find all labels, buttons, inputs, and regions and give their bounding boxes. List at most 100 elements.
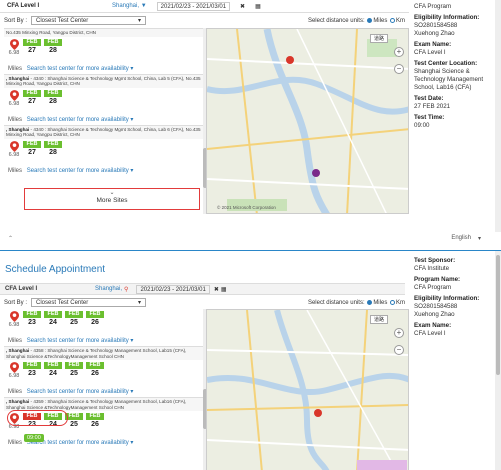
summary-label: Eligibility Information: <box>414 295 480 302</box>
date-range-input[interactable]: 2021/02/23 - 2021/03/01 <box>156 1 231 11</box>
page-scrollbar[interactable] <box>495 251 501 470</box>
page-title: Schedule Appointment <box>5 264 106 275</box>
date-option[interactable]: FEB 27 <box>23 140 41 157</box>
map-canvas <box>207 310 408 470</box>
distance-units: Select distance units: Miles Km <box>308 17 405 24</box>
date-range-input[interactable]: 2021/02/23 - 2021/03/01 <box>136 284 210 294</box>
date-option[interactable]: FEB 24 <box>44 413 62 429</box>
chevron-down-icon: ▾ <box>128 167 134 174</box>
site-address-text: - 4358 : Shanghai Science & Technology M… <box>6 348 187 359</box>
site-distance: 6.98 <box>8 151 20 158</box>
date-option[interactable]: FEB 25 <box>65 311 83 327</box>
distance-unit: Miles <box>8 338 23 344</box>
date-option[interactable]: FEB 26 <box>86 362 104 378</box>
list-item: 6.98 FEB 27 FEB 28 <box>4 139 204 167</box>
sort-value: Closest Test Center <box>36 18 89 24</box>
summary-value: CFA Level I <box>414 330 446 337</box>
map-canvas <box>207 29 408 213</box>
date-day: 26 <box>91 319 99 326</box>
list-item: 6.98 FEB 27 FEB 28 <box>4 88 204 116</box>
summary-label: Exam Name: <box>414 322 452 329</box>
date-option[interactable]: FEB 28 <box>44 89 62 106</box>
date-day: 28 <box>49 46 57 54</box>
language-select[interactable]: English <box>451 235 471 241</box>
km-radio[interactable] <box>390 17 395 23</box>
search-more-link[interactable]: Search test center for more availability <box>26 338 129 344</box>
sort-select[interactable]: Closest Test Center ▾ <box>31 298 147 307</box>
time-slot[interactable]: 09:00 <box>24 434 44 442</box>
date-option[interactable]: FEB 24 <box>44 362 62 378</box>
summary-label: Eligibility Information: <box>414 14 480 21</box>
zoom-out-button[interactable]: − <box>394 64 404 74</box>
summary-label: Program Name: <box>414 276 461 283</box>
zoom-in-button[interactable]: + <box>394 47 404 57</box>
list-scrollbar[interactable] <box>203 28 207 214</box>
summary-value: SO2801584588 Xuehong Zhao <box>414 22 458 37</box>
date-month: FEB <box>44 362 62 369</box>
map-type-chip[interactable]: 道路 <box>369 315 388 324</box>
more-sites-button[interactable]: ⌄ More Sites <box>24 188 200 210</box>
more-availability: Miles Search test center for more availa… <box>4 439 204 448</box>
sort-label: Sort By : <box>4 17 28 24</box>
date-option[interactable]: FEB 25 <box>65 413 83 429</box>
sort-label: Sort By : <box>4 299 28 306</box>
scrollbar-thumb[interactable] <box>496 255 500 375</box>
scrollbar-thumb[interactable] <box>203 389 207 429</box>
date-option[interactable]: FEB 23 <box>23 413 41 429</box>
map-attribution: © 2021 Microsoft Corporation <box>217 205 276 210</box>
clear-icon[interactable]: ✖ <box>213 286 219 293</box>
date-option[interactable]: FEB 27 <box>23 38 41 55</box>
units-label: Select distance units: <box>307 299 365 306</box>
miles-radio[interactable] <box>367 299 373 305</box>
date-option[interactable]: FEB 24 <box>44 311 62 327</box>
location-pin-icon <box>9 38 19 50</box>
date-option[interactable]: FEB 26 <box>86 311 104 327</box>
list-scrollbar[interactable] <box>203 309 207 470</box>
zoom-in-button[interactable]: + <box>394 328 404 338</box>
km-radio[interactable] <box>390 299 395 305</box>
sort-value: Closest Test Center <box>36 300 89 306</box>
page-scrollbar[interactable] <box>495 0 501 232</box>
search-more-link[interactable]: Search test center for more availability <box>26 167 129 174</box>
more-availability: Miles Search test center for more availa… <box>4 337 204 346</box>
site-address-text: - 4340 : Shanghai Science & Technology M… <box>6 126 201 138</box>
summary-value: 27 FEB 2021 <box>414 103 451 110</box>
date-day: 28 <box>49 148 57 156</box>
more-availability: Miles Search test center for more availa… <box>4 65 204 74</box>
zoom-out-button[interactable]: − <box>394 345 404 355</box>
sort-select[interactable]: Closest Test Center ▾ <box>31 16 147 25</box>
city-selector[interactable]: Shanghai, <box>95 286 123 292</box>
city-selector[interactable]: Shanghai, ▼ <box>112 3 147 9</box>
summary-value: Shanghai Science & Technology Management… <box>414 68 484 91</box>
calendar-icon[interactable]: ▦ <box>220 286 227 293</box>
date-day: 25 <box>70 319 78 326</box>
map-type-chip[interactable]: 道路 <box>369 34 388 43</box>
date-option[interactable]: FEB 28 <box>44 140 62 157</box>
date-option[interactable]: FEB 23 <box>23 362 41 378</box>
chevron-down-icon: ▾ <box>138 18 142 24</box>
date-option[interactable]: FEB 26 <box>86 413 104 429</box>
date-option[interactable]: FEB 27 <box>23 89 41 106</box>
date-month: FEB <box>23 38 41 46</box>
date-day: 23 <box>28 319 36 326</box>
map-view[interactable]: 道路 + − <box>206 309 409 470</box>
calendar-icon[interactable]: ▦ <box>255 3 261 10</box>
search-more-link[interactable]: Search test center for more availability <box>26 440 129 446</box>
site-name: , Shanghai <box>6 399 30 404</box>
summary-label: Test Time: <box>414 114 445 121</box>
scrollbar-thumb[interactable] <box>203 148 207 188</box>
search-more-link[interactable]: Search test center for more availability <box>26 116 129 123</box>
search-more-link[interactable]: Search test center for more availability <box>26 389 129 395</box>
date-month: FEB <box>65 362 83 369</box>
search-more-link[interactable]: Search test center for more availability <box>26 65 129 72</box>
map-view[interactable]: 道路 + − © 2021 Microsoft Corporation <box>206 28 409 214</box>
date-option[interactable]: FEB 25 <box>65 362 83 378</box>
date-option[interactable]: FEB 28 <box>44 38 62 55</box>
date-day: 25 <box>70 370 78 377</box>
date-option[interactable]: FEB 23 <box>23 311 41 327</box>
clear-icon[interactable]: ✖ <box>240 3 246 10</box>
date-day: 26 <box>91 421 99 428</box>
date-day: 27 <box>28 46 36 54</box>
miles-radio[interactable] <box>367 17 373 23</box>
site-marker: 6.98 <box>8 38 20 56</box>
